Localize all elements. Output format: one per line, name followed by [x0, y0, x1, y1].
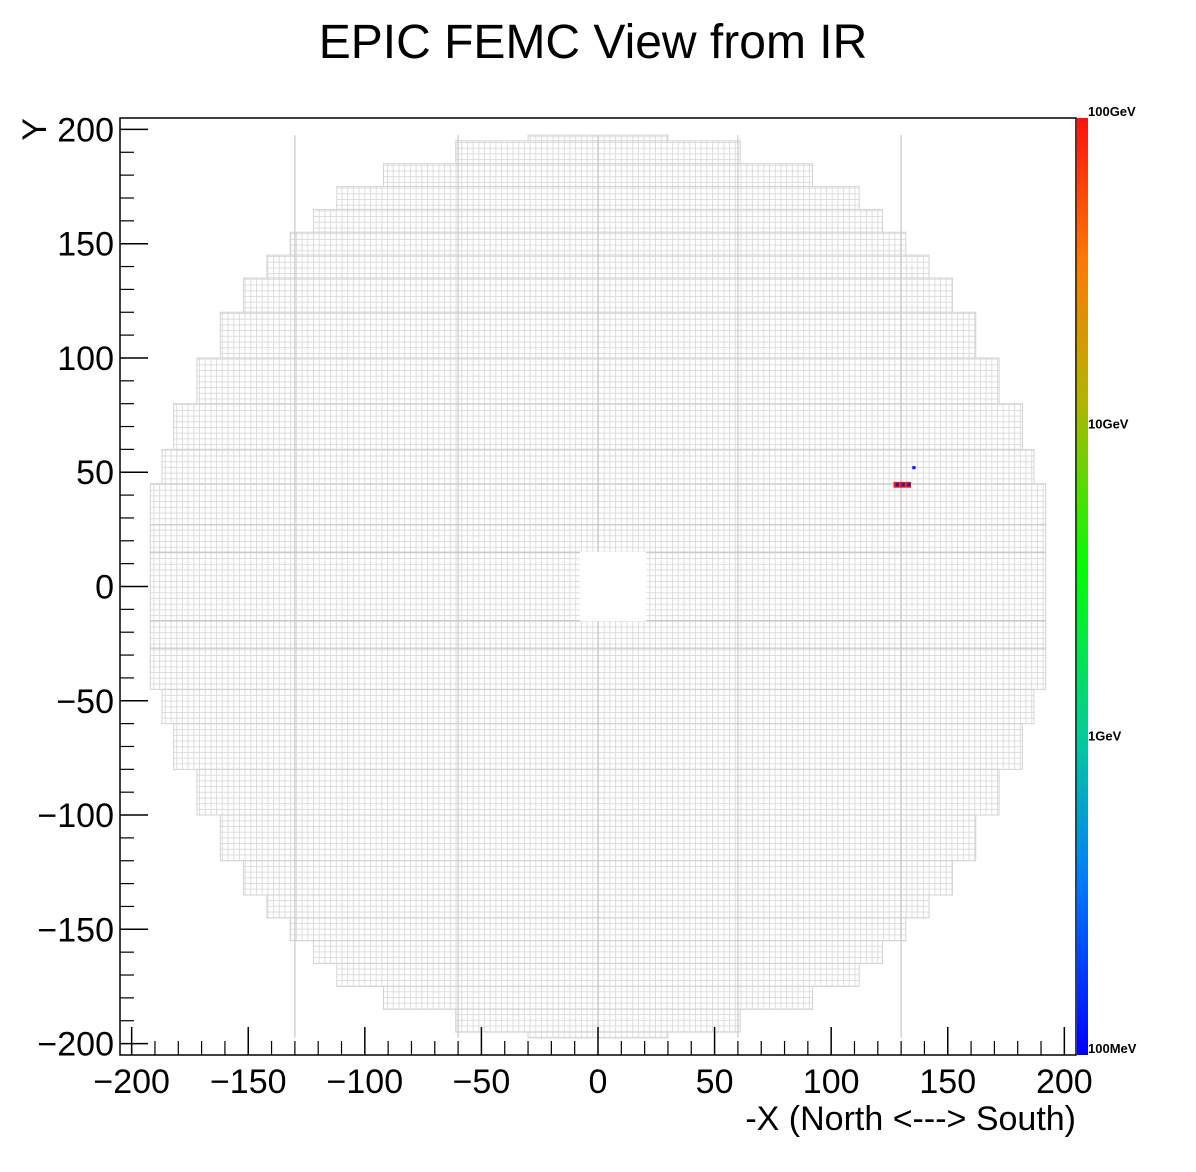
hit-cell-4	[901, 483, 905, 487]
x-tick-label: 150	[919, 1063, 976, 1101]
y-tick-label: −200	[37, 1026, 114, 1064]
y-tick-label: 50	[76, 454, 114, 492]
y-tick-label: −100	[37, 797, 114, 835]
y-axis-label: Y	[16, 118, 54, 141]
y-tick-label: −50	[56, 683, 114, 721]
y-axis: −200 −150 −100 −50 0 50 100 150 200	[37, 111, 148, 1064]
colorbar-labels: 100GeV 10GeV 1GeV 100MeV	[1088, 104, 1137, 1056]
y-tick-label: 200	[57, 111, 114, 149]
colorbar-label: 100MeV	[1088, 1041, 1137, 1056]
chart-title: EPIC FEMC View from IR	[319, 16, 868, 69]
colorbar-label: 100GeV	[1088, 104, 1136, 119]
x-tick-label: −100	[327, 1063, 404, 1101]
hit-cell-3	[895, 483, 899, 487]
x-tick-label: −50	[453, 1063, 511, 1101]
x-axis-label: -X (North <---> South)	[745, 1100, 1076, 1138]
x-tick-label: 200	[1036, 1063, 1093, 1101]
colorbar	[1077, 118, 1088, 1055]
beam-hole	[580, 551, 647, 622]
energy-hits	[893, 466, 916, 488]
x-axis: −200 −150 −100 −50 0 50 100 150 200	[93, 1027, 1093, 1101]
y-tick-label: −150	[37, 911, 114, 949]
hit-cell-6	[912, 466, 916, 470]
y-tick-label: 0	[95, 569, 114, 607]
y-tick-label: 150	[57, 226, 114, 264]
hit-cell-5	[907, 483, 911, 487]
detector-towers	[149, 134, 1047, 1039]
y-tick-label: 100	[57, 340, 114, 378]
colorbar-label: 10GeV	[1088, 416, 1129, 431]
x-tick-label: 0	[589, 1063, 608, 1101]
x-tick-label: −200	[93, 1063, 170, 1101]
x-tick-label: 50	[696, 1063, 734, 1101]
x-tick-label: 100	[803, 1063, 860, 1101]
colorbar-label: 1GeV	[1088, 729, 1122, 744]
x-tick-label: −150	[210, 1063, 287, 1101]
